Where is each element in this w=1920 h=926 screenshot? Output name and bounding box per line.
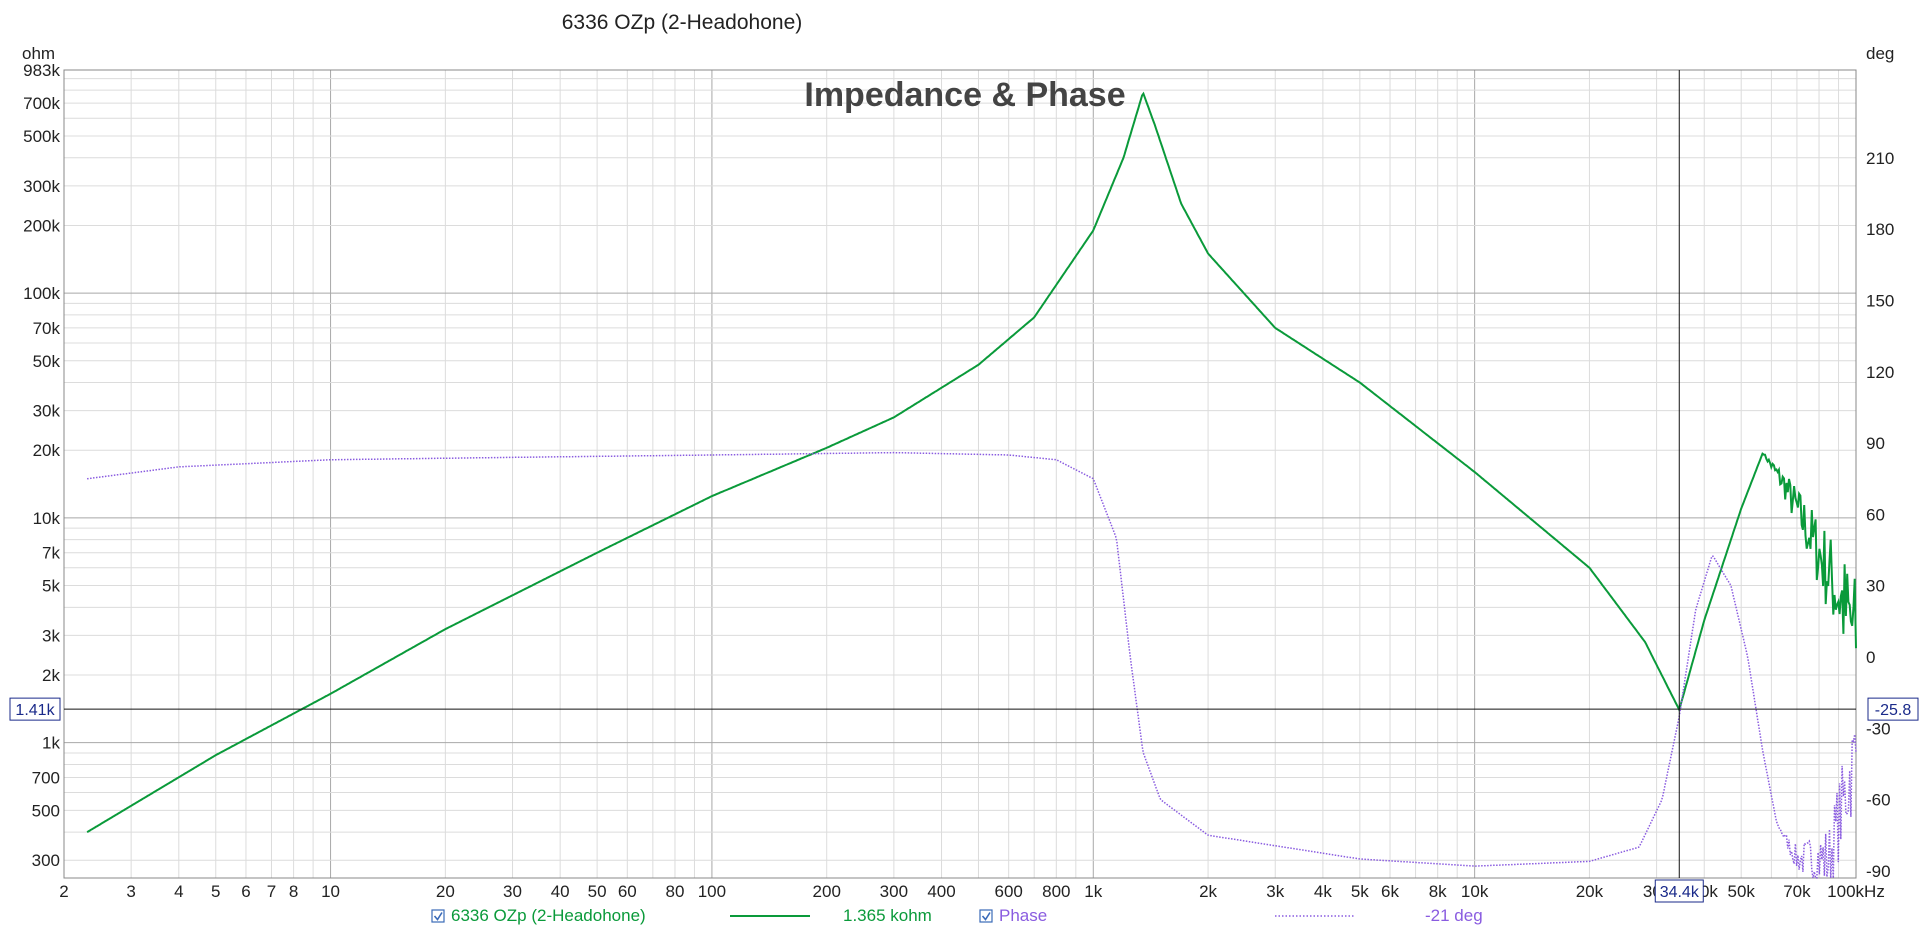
y-right-tick-label: -30 <box>1866 719 1891 738</box>
plot-frame <box>63 69 1857 879</box>
x-tick-label: 1k <box>1084 882 1102 901</box>
x-tick-label: 6 <box>241 882 250 901</box>
cursor-left-value-box <box>9 697 61 721</box>
y-left-tick-label: 10k <box>33 509 61 528</box>
x-tick-label: 6k <box>1381 882 1399 901</box>
impedance-check-icon <box>433 912 443 921</box>
y-left-tick-label: 5k <box>42 577 60 596</box>
x-tick-label: 60 <box>618 882 637 901</box>
x-tick-label: 7 <box>267 882 276 901</box>
x-tick-label: 600 <box>994 882 1022 901</box>
x-tick-label: 2k <box>1199 882 1217 901</box>
legend-phase-label: Phase <box>999 906 1047 925</box>
x-tick-label: 5k <box>1351 882 1369 901</box>
y-right-tick-label: 60 <box>1866 505 1885 524</box>
grid <box>63 70 1857 878</box>
y-right-unit-label: deg <box>1866 44 1894 63</box>
y-right-axis-ticks: -90 -60 -30 0 30 60 90 120 150 180 210 <box>1866 149 1894 881</box>
y-left-tick-label: 300 <box>32 851 60 870</box>
legend-impedance-value: 1.365 kohm <box>843 906 932 925</box>
x-tick-label: 2 <box>59 882 68 901</box>
y-left-tick-label: 100k <box>23 284 60 303</box>
y-left-unit-label: ohm <box>22 44 55 63</box>
x-tick-label: 8k <box>1429 882 1447 901</box>
y-left-tick-label: 2k <box>42 666 60 685</box>
legend-phase-value: -21 deg <box>1425 906 1483 925</box>
legend-item-impedance[interactable]: 6336 OZp (2-Headohone) 1.365 kohm <box>431 906 932 925</box>
y-left-tick-label: 50k <box>33 352 61 371</box>
x-tick-label: 20k <box>1576 882 1604 901</box>
y-left-tick-label: 500 <box>32 801 60 820</box>
x-tick-label: 20 <box>436 882 455 901</box>
x-tick-label: 10 <box>321 882 340 901</box>
y-right-tick-label: 180 <box>1866 220 1894 239</box>
legend-impedance-label: 6336 OZp (2-Headohone) <box>451 906 646 925</box>
phase-check-icon <box>981 912 991 921</box>
series-lines <box>86 91 1857 879</box>
y-left-tick-label: 7k <box>42 544 60 563</box>
cursor-x-value: 34.4k <box>1660 884 1700 901</box>
y-right-tick-label: 210 <box>1866 149 1894 168</box>
x-axis-ticks: 2 3 4 5 6 7 8 10 20 30 40 50 60 80 100 200 300 400 600 800 1… <box>59 882 1885 901</box>
legend-item-phase[interactable]: Phase -21 deg <box>979 906 1483 925</box>
y-right-tick-label: -60 <box>1866 791 1891 810</box>
y-left-tick-label: 20k <box>33 441 61 460</box>
cursor-x-value-box <box>1654 879 1704 903</box>
x-tick-label: 300 <box>880 882 908 901</box>
cursor-right-value: -25.8 <box>1875 702 1912 719</box>
x-tick-label: 3k <box>1266 882 1284 901</box>
x-tick-label: 50k <box>1727 882 1755 901</box>
x-tick-label: 30 <box>503 882 522 901</box>
legend: 6336 OZp (2-Headohone) 1.365 kohm Phase … <box>431 906 1483 925</box>
x-tick-label: 800 <box>1042 882 1070 901</box>
x-tick-label: 40 <box>551 882 570 901</box>
y-right-tick-label: 150 <box>1866 292 1894 311</box>
x-tick-label: 3 <box>126 882 135 901</box>
y-left-axis-ticks: 300 500 700 1k 2k 3k 5k 7k 10k 20k 30k 50k 70k 100k 20… <box>23 61 60 870</box>
x-tick-label: 4 <box>174 882 183 901</box>
y-left-tick-label: 3k <box>42 626 60 645</box>
x-tick-label: 100kHz <box>1827 882 1885 901</box>
x-tick-label: 80 <box>666 882 685 901</box>
y-left-tick-label: 700 <box>32 768 60 787</box>
cursor-right-value-box <box>1867 697 1919 721</box>
cursor[interactable]: 1.41k -25.8 34.4k <box>9 70 1919 903</box>
x-tick-label: 100 <box>698 882 726 901</box>
y-left-tick-label: 300k <box>23 177 60 196</box>
y-right-tick-label: -90 <box>1866 862 1891 881</box>
x-tick-label: 8 <box>289 882 298 901</box>
x-tick-label: 10k <box>1461 882 1489 901</box>
y-left-tick-label: 983k <box>23 61 60 80</box>
cursor-left-value: 1.41k <box>15 702 55 719</box>
y-right-tick-label: 90 <box>1866 434 1885 453</box>
impedance-series-line <box>86 91 1857 833</box>
window-title: 6336 OZp (2-Headohone) <box>562 11 803 34</box>
x-tick-label: 400 <box>927 882 955 901</box>
y-left-tick-label: 30k <box>33 402 61 421</box>
y-left-tick-label: 500k <box>23 127 60 146</box>
x-tick-label: 200 <box>813 882 841 901</box>
y-right-tick-label: 120 <box>1866 363 1894 382</box>
y-left-tick-label: 1k <box>42 734 60 753</box>
chart-title: Impedance & Phase <box>804 76 1125 114</box>
x-tick-label: 70k <box>1783 882 1811 901</box>
y-left-tick-label: 200k <box>23 216 60 235</box>
y-left-tick-label: 700k <box>23 94 60 113</box>
y-right-tick-label: 0 <box>1866 648 1875 667</box>
x-tick-label: 5 <box>211 882 220 901</box>
phase-series-line <box>86 451 1857 879</box>
x-tick-label: 50 <box>588 882 607 901</box>
y-right-tick-label: 30 <box>1866 577 1885 596</box>
x-tick-label: 4k <box>1314 882 1332 901</box>
y-left-tick-label: 70k <box>33 319 61 338</box>
